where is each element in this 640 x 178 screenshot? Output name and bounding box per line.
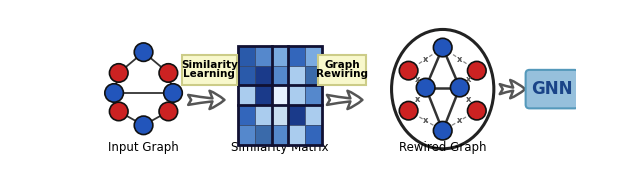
Bar [289,66,305,85]
Text: x: x [457,55,463,64]
Text: x: x [465,95,471,104]
Bar [271,105,288,125]
Bar [289,85,305,105]
Bar [238,46,255,66]
Text: x: x [423,116,428,125]
Circle shape [399,61,418,80]
Bar [255,46,271,66]
Text: x: x [415,75,420,84]
Text: Rewired Graph: Rewired Graph [399,141,486,154]
Text: Input Graph: Input Graph [108,141,179,154]
Circle shape [159,102,178,121]
Bar [255,66,271,85]
Bar [289,46,305,66]
Circle shape [467,101,486,120]
Circle shape [467,61,486,80]
Circle shape [105,84,124,102]
Circle shape [134,43,153,61]
Circle shape [159,64,178,82]
Bar [238,46,322,145]
Bar [255,105,271,125]
Bar [305,125,322,145]
Text: x: x [465,75,471,84]
Circle shape [109,64,128,82]
FancyBboxPatch shape [182,55,237,85]
Bar [289,105,305,125]
Text: x: x [423,55,428,64]
Bar [255,85,271,105]
Bar [305,85,322,105]
Text: Graph: Graph [324,60,360,70]
Circle shape [399,101,418,120]
Bar [238,66,255,85]
Circle shape [433,38,452,57]
FancyBboxPatch shape [525,70,579,108]
Circle shape [109,102,128,121]
Text: Learning: Learning [184,69,236,79]
FancyBboxPatch shape [318,55,366,85]
Bar [238,125,255,145]
Bar [305,46,322,66]
Text: Similarity: Similarity [181,60,238,70]
Circle shape [164,84,182,102]
Bar [255,125,271,145]
Text: Rewiring: Rewiring [316,69,368,79]
Bar [271,85,288,105]
Bar [271,46,288,66]
Bar [238,105,255,125]
Bar [305,105,322,125]
Bar [238,85,255,105]
Circle shape [417,78,435,97]
Text: Similarity Matrix: Similarity Matrix [231,141,329,154]
Text: GNN: GNN [531,80,573,98]
Circle shape [433,121,452,140]
Bar [289,125,305,145]
Circle shape [134,116,153,135]
Circle shape [451,78,469,97]
Text: x: x [457,116,463,125]
Text: x: x [415,95,420,104]
Bar [305,66,322,85]
Bar [271,66,288,85]
Bar [271,125,288,145]
